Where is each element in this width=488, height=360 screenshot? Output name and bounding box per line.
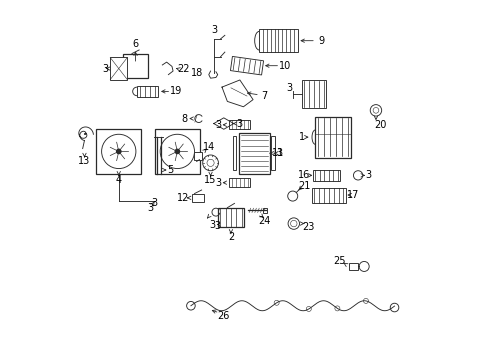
- Text: 5: 5: [167, 165, 173, 175]
- Text: 25: 25: [332, 256, 345, 266]
- Text: 10: 10: [279, 61, 291, 71]
- Text: 3: 3: [215, 120, 222, 130]
- Text: 24: 24: [258, 216, 270, 226]
- Text: 1: 1: [298, 132, 304, 142]
- Text: 3: 3: [365, 170, 371, 180]
- Text: 3: 3: [151, 198, 157, 208]
- Text: 13: 13: [78, 156, 90, 166]
- Text: 9: 9: [318, 36, 324, 46]
- Bar: [155, 129, 199, 174]
- Bar: [263, 207, 266, 213]
- Text: 15: 15: [204, 175, 216, 185]
- Text: 3: 3: [209, 220, 215, 230]
- Bar: [194, 152, 202, 159]
- Text: 3: 3: [286, 83, 292, 93]
- Text: 3: 3: [102, 64, 108, 73]
- Text: 16: 16: [298, 170, 310, 180]
- Bar: [191, 194, 204, 202]
- Bar: [348, 263, 357, 270]
- Text: 22: 22: [177, 64, 190, 74]
- Bar: [302, 80, 325, 108]
- Text: 20: 20: [373, 120, 386, 130]
- Bar: [123, 54, 147, 78]
- Text: 26: 26: [217, 311, 229, 321]
- Text: 3: 3: [211, 25, 217, 35]
- Text: 21: 21: [297, 181, 310, 191]
- Text: 8: 8: [181, 113, 187, 123]
- Circle shape: [116, 149, 121, 154]
- Bar: [232, 136, 236, 170]
- Text: 3: 3: [147, 203, 153, 213]
- Circle shape: [175, 149, 179, 154]
- Text: 17: 17: [347, 190, 359, 200]
- Text: 3: 3: [276, 148, 282, 158]
- Bar: [137, 86, 157, 97]
- Bar: [315, 117, 350, 158]
- Text: 19: 19: [169, 86, 182, 96]
- Bar: [229, 120, 250, 129]
- Bar: [217, 208, 244, 227]
- Text: 14: 14: [203, 142, 215, 152]
- Text: 3: 3: [236, 118, 242, 129]
- Text: 23: 23: [301, 222, 314, 232]
- Text: 7: 7: [261, 91, 267, 101]
- Text: 4: 4: [116, 175, 122, 185]
- Text: 12: 12: [177, 193, 189, 203]
- Bar: [229, 178, 250, 187]
- Text: 18: 18: [191, 68, 203, 78]
- Bar: [230, 57, 263, 75]
- Text: 6: 6: [132, 39, 138, 49]
- Text: 3: 3: [214, 221, 220, 231]
- Bar: [271, 136, 274, 170]
- Text: 11: 11: [271, 148, 283, 158]
- Bar: [259, 29, 297, 52]
- Bar: [96, 129, 141, 174]
- Text: 3: 3: [215, 178, 222, 188]
- Bar: [311, 188, 345, 203]
- Bar: [239, 133, 269, 174]
- Bar: [110, 58, 127, 80]
- Bar: [313, 170, 339, 181]
- Text: 2: 2: [227, 232, 234, 242]
